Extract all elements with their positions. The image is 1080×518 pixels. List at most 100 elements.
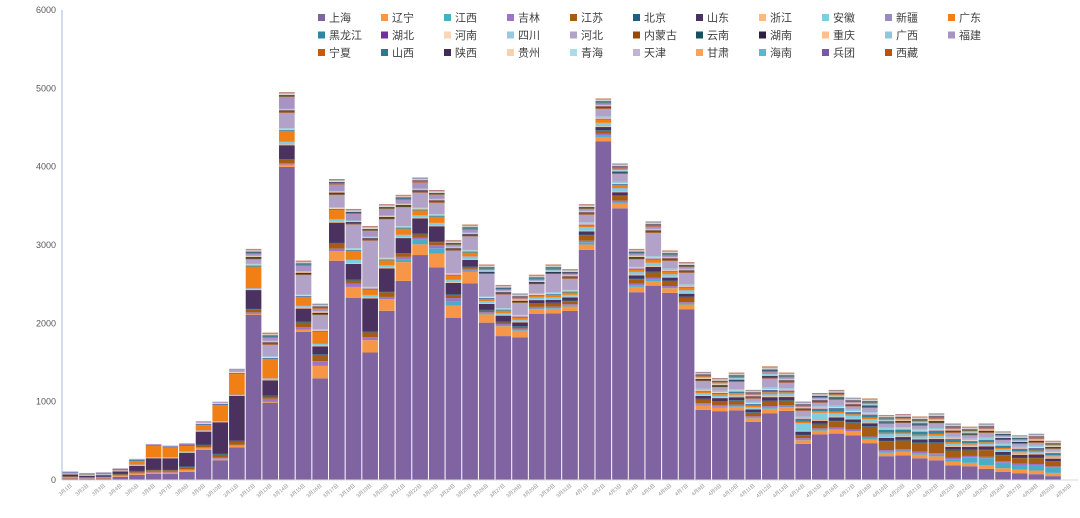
x-tick-label: 3月9日 [191, 483, 207, 498]
bar-segment [978, 465, 995, 469]
bar-segment [312, 308, 328, 309]
bar-segment [645, 285, 662, 480]
bar-segment [612, 188, 628, 192]
x-tick-label: 3月20日 [372, 483, 390, 499]
bar-segment [562, 276, 578, 278]
bar-stack [295, 260, 312, 480]
bar-segment [428, 242, 445, 246]
bar-segment [678, 287, 695, 288]
bar-segment [445, 282, 462, 283]
bar-segment [1011, 452, 1028, 455]
bar-segment [878, 418, 895, 419]
bar-segment [428, 241, 445, 243]
bar-segment [1028, 463, 1045, 466]
bar-segment [528, 313, 545, 480]
bar-segment [678, 302, 695, 304]
bar-segment [195, 425, 212, 431]
bar-segment [162, 470, 179, 472]
bar-segment [279, 130, 295, 142]
bar-segment [328, 243, 345, 249]
bar-segment [845, 435, 861, 480]
bar-segment [495, 323, 512, 326]
bar-segment [745, 401, 762, 404]
x-tick-label: 3月26日 [472, 483, 490, 499]
bar-segment [628, 256, 645, 258]
bar-segment [612, 171, 628, 173]
bar-segment [362, 238, 378, 239]
bar-segment [512, 321, 528, 323]
bar-segment [395, 235, 412, 238]
bar-segment [478, 313, 495, 315]
bar-segment [395, 228, 412, 235]
bar-segment [928, 433, 945, 436]
bar-segment [545, 272, 562, 274]
bar-segment [245, 290, 262, 309]
legend-item: 山西 [381, 47, 414, 60]
bar-segment [578, 223, 595, 225]
bar-segment [245, 252, 262, 254]
bar-segment [728, 400, 745, 405]
bar-segment [295, 297, 312, 306]
bar-segment [528, 295, 545, 298]
bar-segment [1011, 439, 1028, 440]
bar-segment [628, 269, 645, 272]
bar-segment [712, 407, 728, 412]
bar-segment [145, 473, 162, 480]
bar-segment [695, 395, 712, 399]
bar-segment [978, 429, 995, 431]
bar-segment [112, 474, 129, 476]
bar-segment [428, 200, 445, 202]
bar-segment [562, 304, 578, 306]
bar-segment [695, 381, 712, 389]
bar-segment [495, 292, 512, 294]
bar-segment [895, 455, 911, 480]
bar-segment [345, 248, 362, 249]
bar-segment [795, 439, 812, 441]
bar-segment [512, 314, 528, 316]
bar-segment [762, 396, 778, 398]
bar-segment [312, 315, 328, 330]
bar-segment [478, 273, 495, 297]
bar-segment [945, 439, 961, 443]
bar-segment [545, 302, 562, 304]
bar-segment [595, 130, 612, 134]
bar-segment [179, 467, 195, 470]
bar-segment [395, 226, 412, 228]
y-tick-label: 2000 [36, 318, 56, 328]
bar-segment [495, 310, 512, 313]
bar-segment [512, 316, 528, 318]
bar-segment [662, 271, 678, 275]
bar-stack [995, 431, 1011, 480]
bar-segment [445, 246, 462, 248]
bar-segment [978, 429, 995, 430]
bar-segment [845, 429, 861, 432]
bar-segment [995, 454, 1011, 456]
bar-segment [578, 206, 595, 208]
bar-segment [512, 337, 528, 480]
bar-segment [778, 397, 795, 400]
bar-segment [362, 228, 378, 230]
bar-stack [95, 472, 112, 480]
bar-segment [262, 342, 279, 344]
bar-segment [861, 401, 878, 402]
x-tick-label: 3月3日 [91, 483, 107, 498]
bar-segment [612, 170, 628, 172]
bar-segment [595, 119, 612, 120]
bar-segment [628, 251, 645, 253]
bar-segment [812, 420, 828, 424]
bar-segment [462, 250, 478, 252]
legend-item: 广西 [885, 29, 918, 42]
bar-segment [428, 193, 445, 195]
bar-segment [445, 250, 462, 274]
legend-label: 山西 [392, 47, 414, 60]
bar-segment [762, 374, 778, 376]
bar-segment [212, 405, 229, 422]
bar-segment [362, 289, 378, 295]
bar-segment [462, 251, 478, 253]
bar-segment [961, 447, 978, 450]
bar-segment [478, 272, 495, 274]
legend-swatch [570, 31, 577, 39]
bar-segment [712, 382, 728, 384]
bar-segment [745, 393, 762, 395]
